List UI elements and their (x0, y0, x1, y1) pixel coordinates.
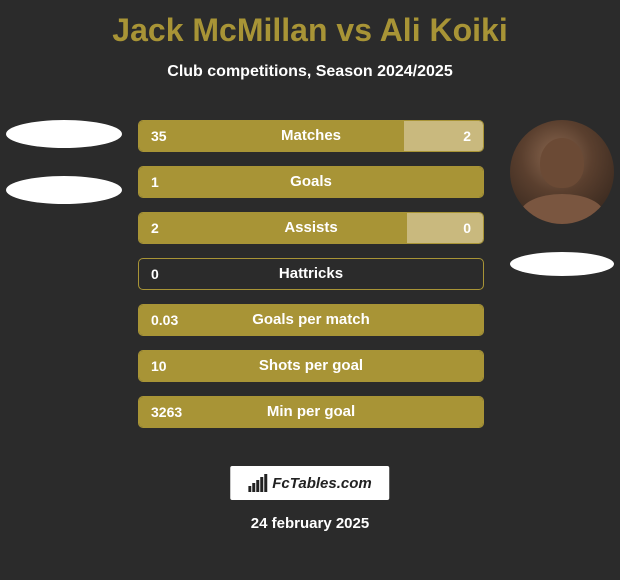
stat-value-left: 3263 (151, 397, 182, 427)
page-subtitle: Club competitions, Season 2024/2025 (0, 63, 620, 81)
stat-label: Hattricks (139, 259, 483, 289)
stat-row: Shots per goal10 (138, 350, 484, 382)
stat-value-right: 0 (463, 213, 471, 243)
footer-logo: FcTables.com (230, 466, 389, 500)
stat-row: Matches35 2 (138, 120, 484, 152)
footer-date: 24 february 2025 (0, 515, 620, 532)
stat-value-left: 10 (151, 351, 167, 381)
stat-value-left: 1 (151, 167, 159, 197)
stat-value-left: 0 (151, 259, 159, 289)
player-right-avatar (510, 120, 614, 224)
stat-value-left: 0.03 (151, 305, 178, 335)
stat-label: Goals per match (139, 305, 483, 335)
stat-row: Assists2 0 (138, 212, 484, 244)
stats-container: Matches352Goals1Assists20Hattricks0Goals… (138, 120, 484, 442)
stat-value-left: 35 (151, 121, 167, 151)
stat-label: Shots per goal (139, 351, 483, 381)
footer-logo-text: FcTables.com (272, 475, 371, 492)
stat-label: Assists (139, 213, 483, 243)
player-left-ellipse-1 (6, 120, 122, 148)
chart-icon (248, 474, 268, 492)
stat-label: Goals (139, 167, 483, 197)
stat-value-left: 2 (151, 213, 159, 243)
stat-label: Matches (139, 121, 483, 151)
left-player-shapes (6, 120, 122, 232)
player-left-ellipse-2 (6, 176, 122, 204)
stat-row: Goals1 (138, 166, 484, 198)
player-right-ellipse (510, 252, 614, 276)
stat-row: Hattricks0 (138, 258, 484, 290)
stat-row: Goals per match0.03 (138, 304, 484, 336)
right-player-shapes (510, 120, 614, 276)
stat-value-right: 2 (463, 121, 471, 151)
stat-label: Min per goal (139, 397, 483, 427)
page-title: Jack McMillan vs Ali Koiki (0, 0, 620, 49)
stat-row: Min per goal3263 (138, 396, 484, 428)
